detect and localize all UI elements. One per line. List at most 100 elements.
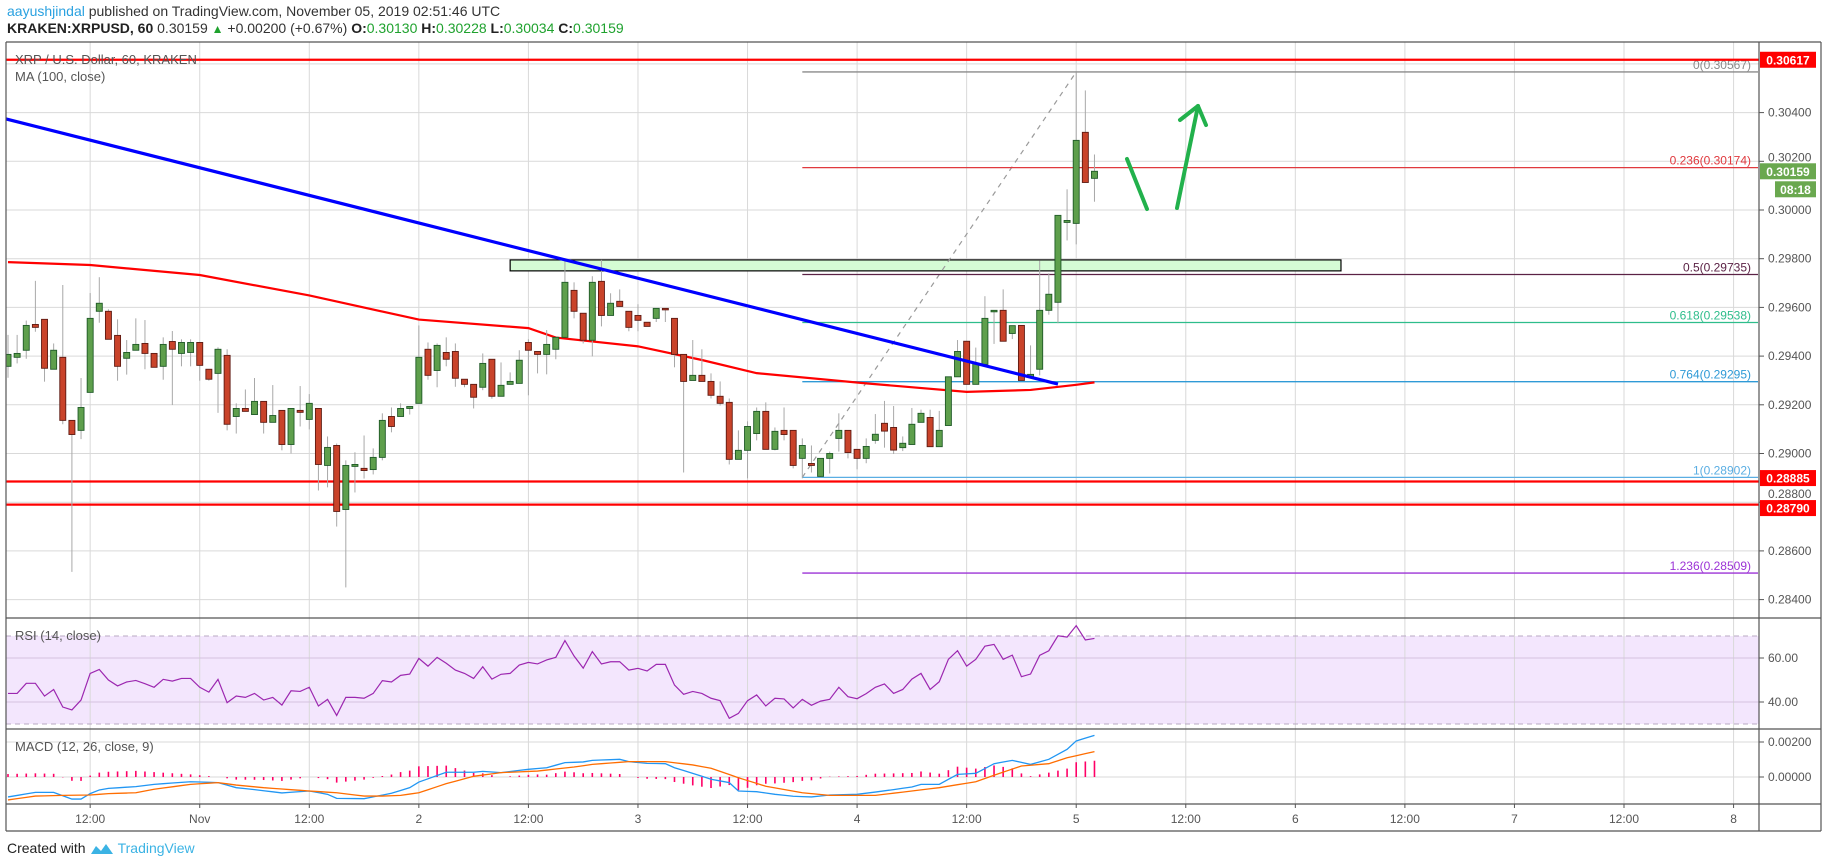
candle-body-up (433, 344, 441, 371)
ma100-line (7, 261, 1095, 393)
low-value: 0.30034 (503, 20, 555, 36)
candle (579, 312, 587, 344)
candle (689, 340, 697, 381)
close-label: C: (558, 20, 574, 36)
candle (817, 457, 825, 478)
candle-body-down (1081, 131, 1089, 183)
candle (1054, 214, 1062, 324)
candle (926, 409, 934, 448)
candle-body-down (168, 341, 176, 350)
candle-body-up (1091, 170, 1098, 179)
candle-body-up (159, 343, 167, 367)
candle (470, 383, 478, 409)
tradingview-cloud-logo-icon (90, 844, 113, 854)
candle-body-up (588, 281, 596, 341)
candle (150, 352, 158, 368)
time-tick-label: 3 (635, 812, 642, 826)
candle-body-down (278, 409, 286, 445)
candle-body-up (269, 415, 277, 423)
candle (853, 448, 861, 470)
candle-body-up (132, 343, 140, 351)
candle (753, 407, 761, 441)
candle-body-up (397, 408, 405, 417)
candle (625, 310, 633, 332)
price-pane[interactable]: 0(0.30567) 0.236(0.30174) 0.5(0.29735) 0.61… (5, 58, 1759, 588)
candle-body-down (68, 419, 76, 435)
candle-body-up (77, 407, 85, 431)
candle (278, 409, 286, 451)
descending-trendline (6, 117, 1059, 386)
bar-countdown-badge (1775, 181, 1816, 198)
candle-body-down (844, 429, 852, 453)
candle-body-down (999, 309, 1007, 342)
candle-body-down (616, 300, 624, 307)
time-tick-label: 12:00 (294, 812, 324, 826)
candle (944, 376, 952, 426)
candle-body-down (524, 342, 532, 351)
candle (1027, 345, 1035, 378)
annotation-arrows (1125, 104, 1208, 211)
candle-body-down (926, 417, 934, 448)
candle-body-up (479, 362, 487, 388)
candle-body-down (150, 352, 158, 368)
candle-body-up (552, 336, 560, 350)
candle (1036, 260, 1044, 376)
candle-body-down (698, 374, 706, 382)
macd-tick-label: 0.00000 (1768, 770, 1812, 784)
candle-body-up (1063, 220, 1071, 223)
candle-body-down (881, 422, 888, 432)
candle-body-down (579, 312, 587, 341)
symbol-legend: XRP / U.S. Dollar, 60, KRAKEN (15, 52, 197, 67)
tradingview-brand-link[interactable]: TradingView (117, 840, 195, 856)
candle (524, 339, 532, 396)
fib-level-label: 0.618(0.29538) (1670, 308, 1751, 322)
candle (1091, 154, 1098, 202)
price-level-badge (1760, 51, 1816, 68)
candle (871, 414, 879, 444)
time-tick-label: 5 (1073, 812, 1080, 826)
candle-body-up (415, 356, 423, 404)
candle (178, 339, 185, 367)
candle (451, 343, 459, 387)
low-label: L: (490, 20, 504, 36)
candle-body-down (59, 356, 67, 421)
price-level-badge-text: 0.28885 (1766, 472, 1810, 486)
candle (1045, 273, 1053, 315)
candle (661, 307, 669, 323)
fib-level-label: 0.764(0.29295) (1670, 368, 1751, 382)
indicator-panes[interactable] (7, 624, 1096, 801)
candle (342, 460, 350, 588)
candle-body-up (899, 442, 907, 449)
candle-body-up (351, 464, 359, 467)
candle (95, 277, 103, 323)
legends: XRP / U.S. Dollar, 60, KRAKEN MA (100, c… (15, 52, 197, 754)
candle-body-up (369, 456, 377, 471)
price-tick-label: 0.30000 (1768, 203, 1812, 217)
candle (77, 378, 85, 440)
candle (132, 318, 140, 351)
arrow-down-stroke (1125, 157, 1149, 211)
candle-body-down (890, 426, 898, 451)
candle-body-up (771, 430, 779, 450)
candle (86, 293, 94, 393)
price-level-badge (1760, 500, 1816, 517)
close-value: 0.30159 (573, 20, 624, 36)
candle-body-down (807, 463, 815, 466)
candle-body-down (424, 348, 432, 376)
candle (287, 408, 295, 454)
candle-body-up (798, 445, 806, 459)
candle (1072, 72, 1080, 245)
candle (598, 259, 605, 327)
candle (725, 398, 733, 465)
candle (360, 435, 368, 479)
candle-body-up (50, 349, 58, 370)
candle (187, 339, 195, 367)
candle-body-down (716, 395, 724, 404)
candle-body-up (862, 445, 870, 459)
rsi-tick-label: 40.00 (1768, 695, 1798, 709)
candle (552, 336, 560, 360)
author-link[interactable]: aayushjindal (7, 3, 85, 19)
candle (6, 334, 12, 378)
price-level-badge-text: 0.28790 (1766, 502, 1810, 516)
